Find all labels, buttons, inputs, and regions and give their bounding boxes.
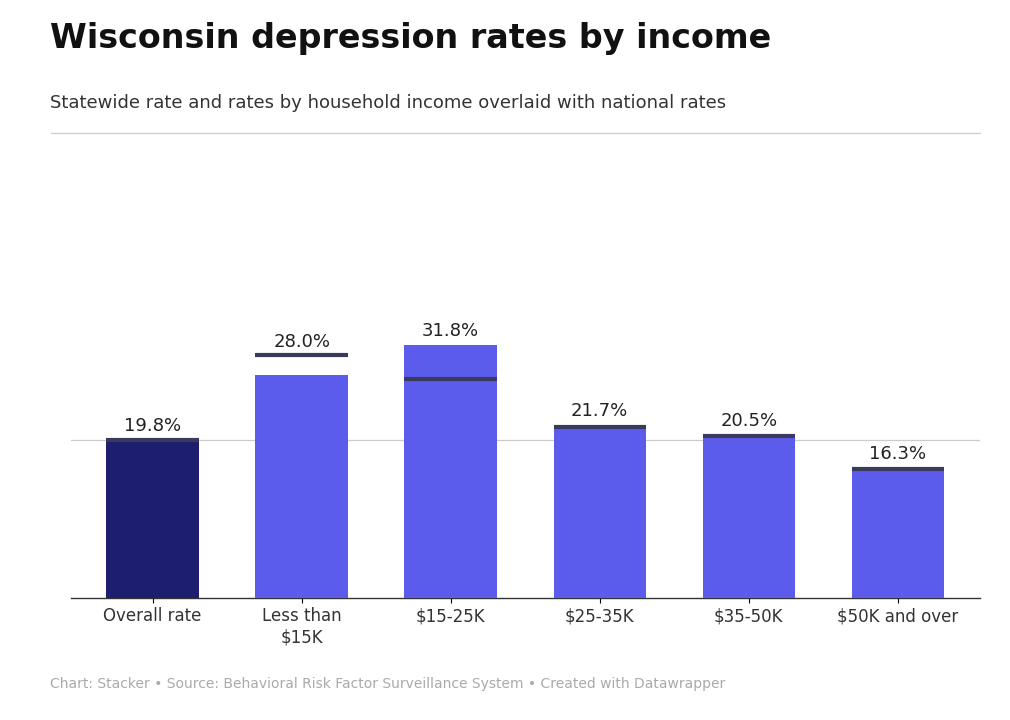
Text: 16.3%: 16.3% <box>870 445 926 463</box>
Text: 21.7%: 21.7% <box>571 402 628 420</box>
Bar <box>256 375 347 598</box>
Text: 28.0%: 28.0% <box>273 333 330 351</box>
Text: Statewide rate and rates by household income overlaid with national rates: Statewide rate and rates by household in… <box>50 94 726 112</box>
Bar <box>703 434 795 598</box>
Bar <box>106 440 199 598</box>
Bar <box>404 345 497 598</box>
Bar <box>553 425 646 598</box>
Text: Wisconsin depression rates by income: Wisconsin depression rates by income <box>50 22 772 55</box>
Text: Chart: Stacker • Source: Behavioral Risk Factor Surveillance System • Created wi: Chart: Stacker • Source: Behavioral Risk… <box>50 678 726 691</box>
Text: 19.8%: 19.8% <box>124 418 181 436</box>
Text: 31.8%: 31.8% <box>422 322 480 340</box>
Bar <box>851 468 944 598</box>
Text: 20.5%: 20.5% <box>720 412 778 430</box>
